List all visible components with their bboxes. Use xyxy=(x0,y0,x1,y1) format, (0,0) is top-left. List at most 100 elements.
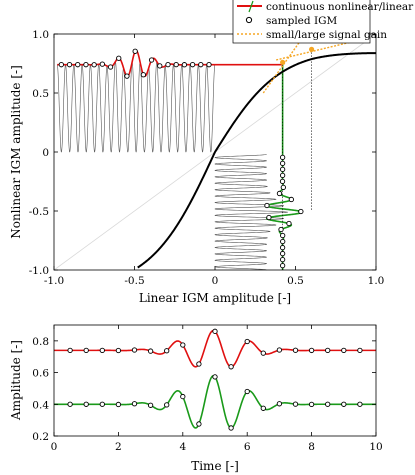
red-sample-point xyxy=(212,328,218,334)
output-oscillation-trace xyxy=(56,61,216,153)
output-sample-point xyxy=(91,62,97,68)
red-sample-point xyxy=(196,361,202,367)
transfer-ylabel: Nonlinear IGM amplitude [-] xyxy=(9,65,23,239)
red-sample-point xyxy=(131,347,138,353)
green-sample-point xyxy=(357,401,363,407)
time-plot-area xyxy=(54,325,376,436)
time-chart: 0 2 4 6 8 10 0.2 0.4 0.6 0.8 Time [-] Amplitude [… xyxy=(9,324,383,473)
output-sample-point xyxy=(99,61,105,67)
green-sample-point xyxy=(244,388,250,395)
transfer-ytick-label: -1.0 xyxy=(29,265,49,277)
transfer-xtick-label: -1.0 xyxy=(44,275,64,287)
input-sample-point xyxy=(279,160,286,167)
green-sample-point xyxy=(83,401,89,407)
green-sample-point xyxy=(260,405,266,411)
legend-label-continuous: continuous nonlinear/linear IGM xyxy=(266,1,415,13)
red-sample-point xyxy=(67,347,73,354)
gain-marker-1 xyxy=(280,59,286,65)
red-sample-point xyxy=(276,347,283,353)
red-sample-point xyxy=(164,348,170,354)
output-sample-point xyxy=(58,62,64,68)
transfer-ytick-label: 0.5 xyxy=(32,88,49,100)
output-sample-point xyxy=(165,61,171,68)
legend-box xyxy=(232,0,371,44)
input-sample-point xyxy=(264,202,270,209)
red-sample-point xyxy=(308,347,315,354)
time-ytick-label: 0.6 xyxy=(32,368,49,380)
green-sample-point xyxy=(341,401,347,407)
green-sample-point xyxy=(115,401,122,408)
output-sample-point xyxy=(140,72,147,78)
green-sample-point xyxy=(147,402,154,408)
gain-marker-2 xyxy=(309,46,315,52)
green-sample-point xyxy=(67,401,73,407)
legend-swatch-continuous-green xyxy=(248,0,254,13)
output-sample-point xyxy=(189,62,196,68)
output-sample-point xyxy=(107,64,114,70)
transfer-chart: -1.0 -0.5 0 0.5 1.0 -1.0 -0.5 0 0.5 1.0 Linear IG… xyxy=(9,29,384,305)
red-sample-point xyxy=(83,347,89,354)
input-sample-point xyxy=(279,172,286,179)
time-ytick-label: 0.8 xyxy=(32,336,49,348)
time-ytick-label: 0.2 xyxy=(32,431,49,443)
transfer-ytick-label: 1.0 xyxy=(32,29,49,41)
input-sample-point xyxy=(280,238,286,245)
red-sample-point xyxy=(244,338,250,345)
input-sample-point xyxy=(279,256,286,263)
red-sample-point xyxy=(180,342,186,348)
red-sample-point xyxy=(228,364,234,370)
red-sample-point xyxy=(115,347,122,354)
red-sample-point xyxy=(99,347,105,354)
legend-label-sampled: sampled IGM xyxy=(266,15,337,27)
input-sample-point xyxy=(279,244,286,251)
input-sample-point xyxy=(280,184,286,191)
transfer-xlabel: Linear IGM amplitude [-] xyxy=(139,291,291,305)
output-sample-point xyxy=(66,62,73,68)
input-sample-point xyxy=(279,262,286,269)
input-sample-point xyxy=(288,196,295,203)
input-sample-point xyxy=(278,226,284,233)
output-sample-point xyxy=(157,63,163,69)
legend: continuous nonlinear/linear IGM sampled … xyxy=(232,0,415,44)
transfer-xtick-label: 0.5 xyxy=(287,275,304,287)
output-sample-point xyxy=(173,61,179,68)
green-sample-point xyxy=(276,401,283,407)
green-sample-point xyxy=(99,401,105,407)
input-sample-point xyxy=(280,232,286,239)
red-sample-point xyxy=(341,347,347,354)
input-sample-point xyxy=(279,250,286,257)
nonlinear-transfer-curve xyxy=(137,52,377,269)
red-sample-point xyxy=(260,350,266,356)
time-xtick-label: 6 xyxy=(244,441,251,453)
small-signal-gain-line xyxy=(262,35,305,94)
green-sample-point xyxy=(292,401,299,407)
time-xtick-label: 0 xyxy=(51,441,58,453)
transfer-ytick-label: 0 xyxy=(42,147,49,159)
input-sample-point xyxy=(279,178,286,185)
time-axes-frame xyxy=(53,324,377,437)
input-sample-point xyxy=(279,154,286,161)
transfer-xtick-label: 1.0 xyxy=(368,275,385,287)
time-ylabel: Amplitude [-] xyxy=(9,340,23,421)
green-sample-point xyxy=(180,393,186,400)
output-sample-point xyxy=(132,48,138,54)
output-sample-point xyxy=(75,62,81,68)
output-sample-point xyxy=(181,62,188,68)
large-signal-gain-line xyxy=(276,41,351,61)
legend-swatch-sampled xyxy=(245,16,253,24)
input-sample-point xyxy=(298,208,304,215)
output-sample-point xyxy=(148,57,155,63)
green-sample-point xyxy=(228,425,234,431)
time-xtick-label: 2 xyxy=(115,441,122,453)
time-xtick-label: 8 xyxy=(308,441,315,453)
green-sample-point xyxy=(325,401,331,407)
time-xlabel: Time [-] xyxy=(191,459,239,473)
time-ytick-label: 0.4 xyxy=(32,399,49,411)
transfer-ytick-label: -0.5 xyxy=(29,206,49,218)
output-sample-point xyxy=(83,62,89,68)
input-sample-point xyxy=(286,220,292,227)
transfer-xtick-label: 0 xyxy=(212,275,219,287)
output-sample-point xyxy=(116,55,122,61)
output-sample-point xyxy=(206,62,212,68)
